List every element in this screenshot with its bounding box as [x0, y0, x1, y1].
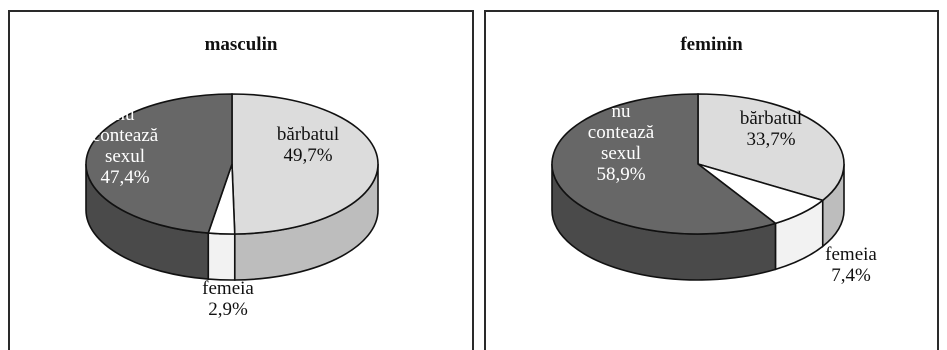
slice-label-barbatul: bărbatul 49,7% [277, 124, 339, 166]
chart-panel-feminin: feminin bărbatul 33,7% femeia 7,4% nu conteaz… [484, 10, 939, 350]
pie-chart-masculin: bărbatul 49,7%femeia 2,9%nu contează sexul 47… [10, 12, 472, 342]
chart-panel-masculin: masculin bărbatul 49,7% femeia 2,9% nu contea… [8, 10, 474, 350]
slice-label-barbatul: bărbatul 33,7% [740, 108, 802, 150]
slice-label-femeia: femeia 7,4% [825, 244, 877, 286]
slice-label-femeia: femeia 2,9% [202, 278, 254, 320]
pie-chart-feminin: bărbatul 33,7%femeia 7,4%nu contează sexul 58… [486, 12, 937, 342]
pie-side-femeia [208, 233, 234, 280]
